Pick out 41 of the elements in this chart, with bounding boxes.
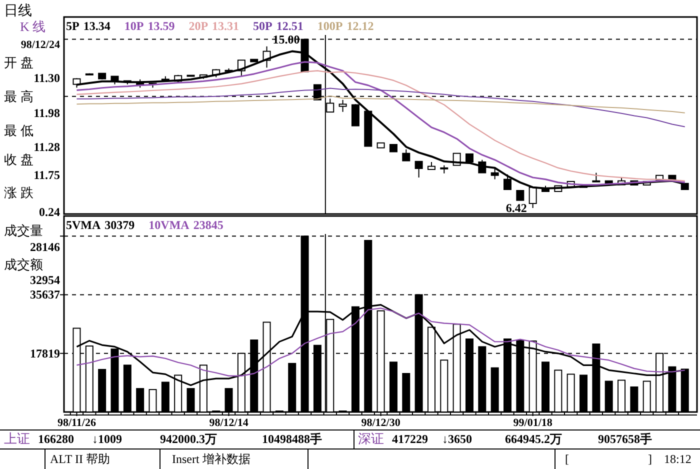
text: 11.30 xyxy=(34,71,60,85)
annotation: 6.42 xyxy=(506,201,527,215)
text: 98/12/24 xyxy=(20,39,60,51)
text: 最 低 xyxy=(4,123,34,138)
text: 上证 xyxy=(4,431,30,446)
x-tick-label: 98/12/30 xyxy=(361,417,401,429)
text: 28146 xyxy=(30,240,60,254)
text: 11.75 xyxy=(34,168,60,182)
x-tick-label: 98/12/14 xyxy=(209,417,249,429)
text: ↓1009 xyxy=(92,432,122,446)
legend: 5VMA 30379 10VMA 23845 xyxy=(66,218,224,232)
y-tick-label: 35637 xyxy=(30,288,60,302)
text: [ xyxy=(565,452,569,466)
text: 11.28 xyxy=(34,140,60,154)
text: 成交量 xyxy=(4,223,43,238)
text: 18:12 xyxy=(664,452,692,466)
text: 664945.2万 xyxy=(505,432,562,446)
x-tick-label: 98/11/26 xyxy=(57,417,96,429)
text: 深证 xyxy=(358,431,384,446)
text: 最 高 xyxy=(4,89,34,104)
x-tick-label: 99/01/18 xyxy=(513,417,553,429)
text: 涨 跌 xyxy=(4,185,34,200)
text: 0.24 xyxy=(39,205,60,219)
text: 开 盘 xyxy=(4,55,34,70)
text: ↓3650 xyxy=(442,432,472,446)
text: 166280 xyxy=(38,432,74,446)
text: 收 盘 xyxy=(4,152,34,167)
text: ALT II 帮助 xyxy=(50,452,110,466)
text: 9057658手 xyxy=(598,432,652,446)
text: K 线 xyxy=(20,19,46,34)
text: 日线 xyxy=(4,3,32,19)
text: 32954 xyxy=(30,273,60,287)
text: 成交额 xyxy=(4,257,43,272)
text: 417229 xyxy=(392,432,428,446)
y-tick-label: 17819 xyxy=(30,346,60,360)
legend: 5P 13.34 10P 13.59 20P 13.31 50P 12.51 100P 12.12 xyxy=(66,19,374,33)
text: Insert 增补数据 xyxy=(172,452,250,466)
text: 11.98 xyxy=(34,106,60,120)
text: 942000.3万 xyxy=(160,432,217,446)
text: ] xyxy=(648,452,652,466)
text: 10498488手 xyxy=(262,432,322,446)
